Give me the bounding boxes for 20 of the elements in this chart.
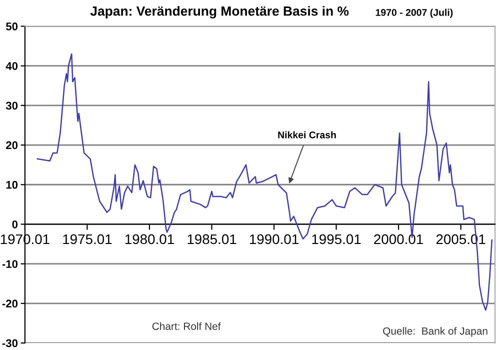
y-tick-label: 10 xyxy=(6,180,18,189)
x-tick-label: 1975.01 xyxy=(63,234,112,244)
chart-subtitle: 1970 - 2007 (Juli) xyxy=(376,8,453,18)
annotation: Quelle: Bank of Japan xyxy=(383,327,488,337)
y-tick-label: 40 xyxy=(6,62,18,70)
y-tick-label: -30 xyxy=(2,339,18,348)
y-tick-label: 0 xyxy=(12,220,18,228)
x-tick-label: 1985.01 xyxy=(188,234,236,244)
annotation: Chart: Rolf Nef xyxy=(152,322,221,330)
x-tick-label: 1995.01 xyxy=(312,234,361,244)
x-tick-label: 1990.01 xyxy=(250,234,298,244)
y-tick-label: 50 xyxy=(6,22,18,30)
annotation: Nikkei Crash xyxy=(278,131,336,138)
x-tick-label: 2000.01 xyxy=(374,234,423,244)
chart-title: Japan: Veränderung Monetäre Basis in % xyxy=(90,6,349,18)
y-tick-label: -20 xyxy=(2,300,18,308)
x-tick-label: 1980.01 xyxy=(125,234,174,244)
y-tick-label: 20 xyxy=(6,141,18,150)
y-tick-label: 30 xyxy=(6,102,18,110)
y-tick-label: -10 xyxy=(2,260,18,268)
